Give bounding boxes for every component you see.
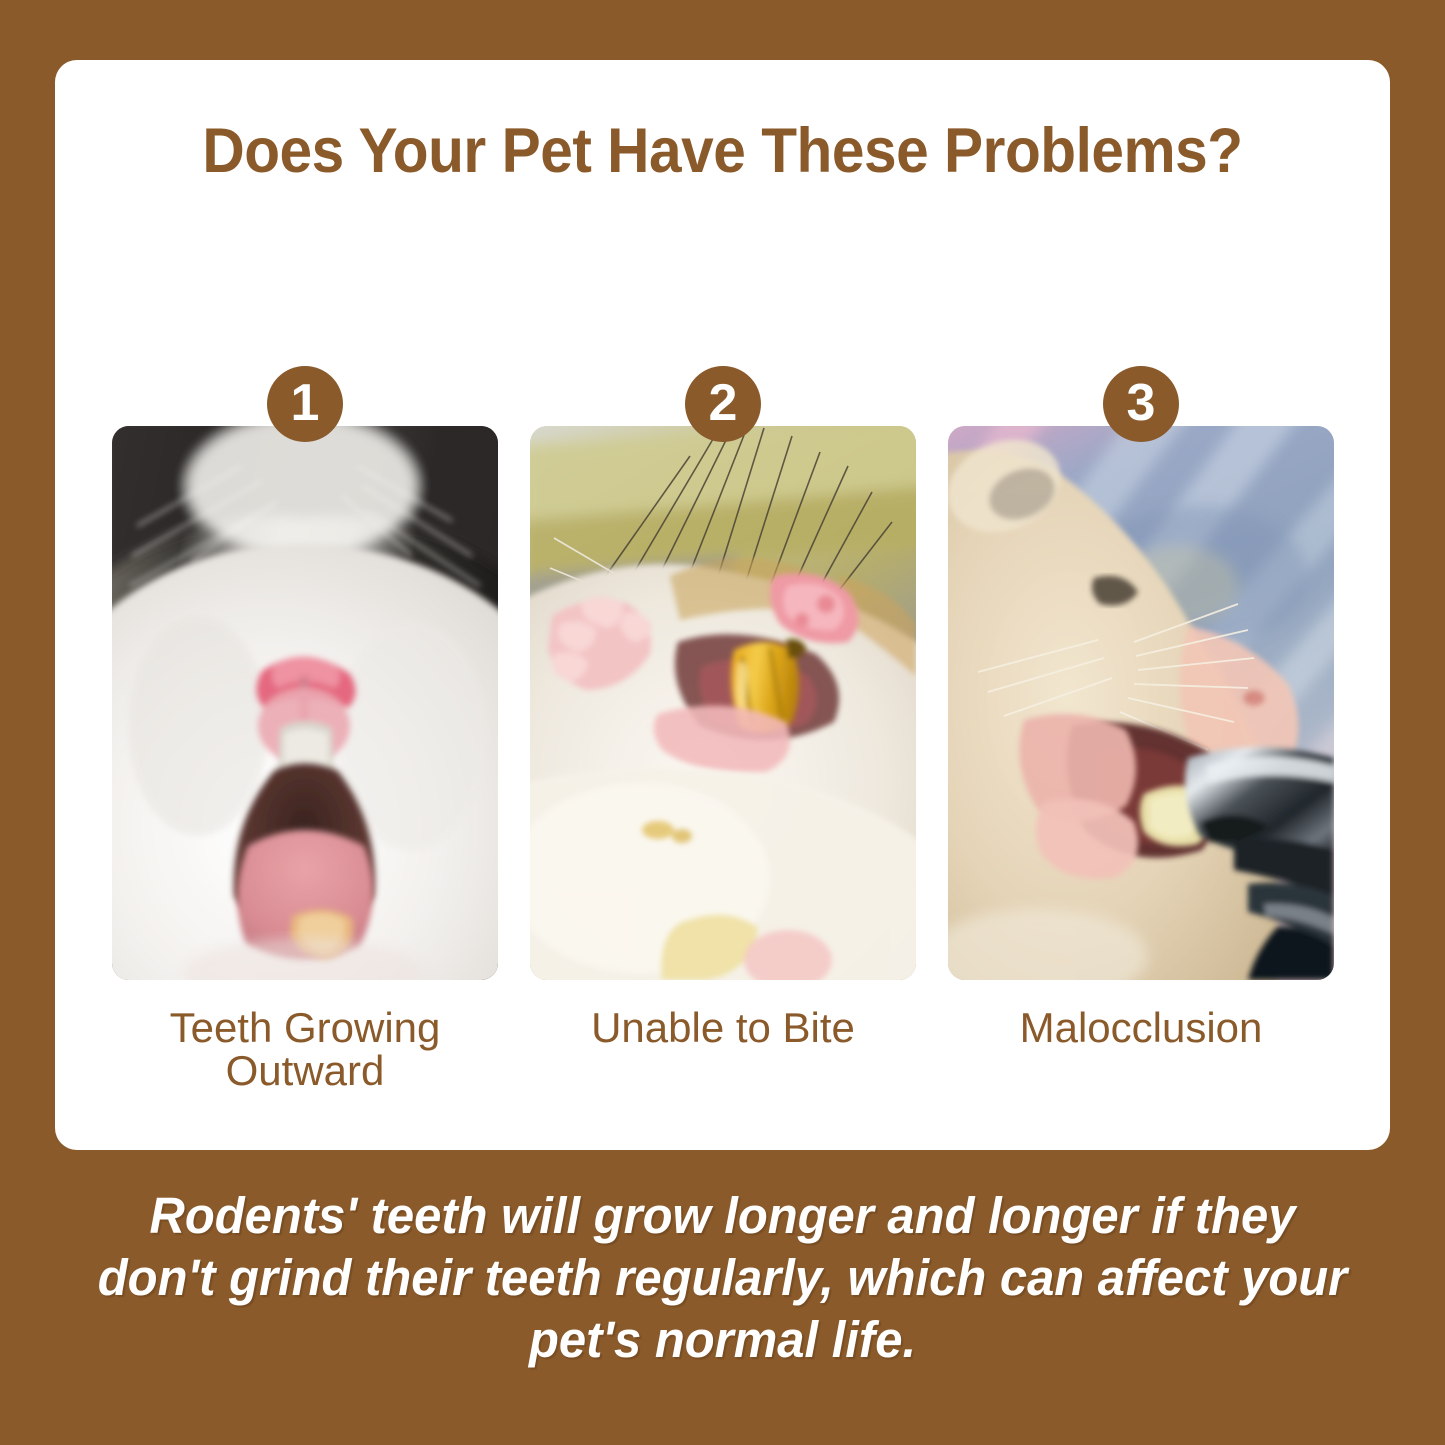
problem-panel-2: 2 [530, 366, 916, 1106]
step-badge-2: 2 [685, 366, 761, 442]
hamster-unable-to-bite-photo [530, 426, 916, 980]
hamster-teeth-growing-outward-photo [112, 426, 498, 980]
panel-caption-1: Teeth Growing Outward [169, 1004, 441, 1094]
step-badge-1: 1 [267, 366, 343, 442]
hamster-malocclusion-photo [948, 426, 1334, 980]
footer-note: Rodents' teeth will grow longer and long… [97, 1187, 1348, 1369]
problem-panel-1: 1 [112, 366, 498, 1106]
photo-1-illustration [112, 426, 498, 980]
problem-panel-3: 3 [948, 366, 1334, 1106]
photo-2-illustration [530, 426, 916, 980]
problem-panels-row: 1 [112, 366, 1334, 1106]
panel-caption-3: Malocclusion [1019, 1004, 1263, 1051]
panel-caption-2: Unable to Bite [591, 1004, 855, 1051]
page-title: Does Your Pet Have These Problems? [202, 116, 1243, 186]
photo-3-illustration [948, 426, 1334, 980]
content-card: Does Your Pet Have These Problems? 1 [55, 60, 1390, 1150]
step-badge-3: 3 [1103, 366, 1179, 442]
